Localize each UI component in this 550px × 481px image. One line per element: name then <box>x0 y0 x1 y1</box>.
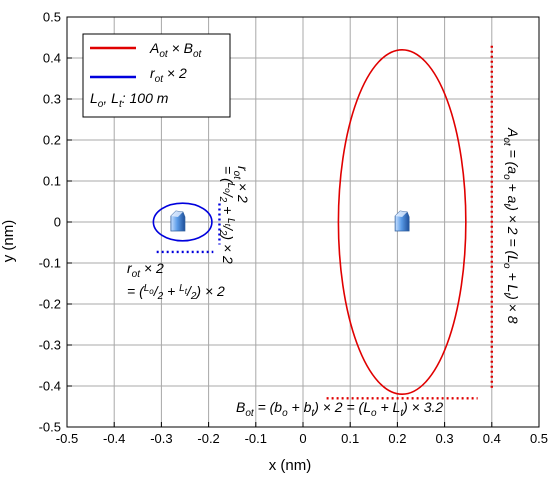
y-tick-label: 0 <box>54 215 61 230</box>
y-tick-label: 0.3 <box>43 92 61 107</box>
x-tick-label: 0.4 <box>483 431 501 446</box>
y-tick-label: -0.2 <box>39 297 61 312</box>
x-tick-label: 0 <box>299 431 306 446</box>
ellipse-A-B <box>337 49 467 395</box>
plot-shapes <box>152 45 493 400</box>
annotation-B-bottom: Bot = (bo + bt) × 2 = (Lo + Lt) × 3.2 <box>236 399 443 419</box>
x-tick-label: 0.2 <box>388 431 406 446</box>
legend: Aot × Bot rot × 2 Lo, Lt: 100 m <box>82 33 231 118</box>
y-tick-label: -0.1 <box>39 256 61 271</box>
y-tick-label: 0.1 <box>43 174 61 189</box>
target-marker-left <box>170 210 186 232</box>
y-tick-label: -0.4 <box>39 379 61 394</box>
x-tick-label: 0.5 <box>530 431 548 446</box>
x-tick-label: -0.2 <box>197 431 219 446</box>
axis-ticks <box>66 16 540 428</box>
x-tick-label: -0.1 <box>245 431 267 446</box>
y-tick-label: 0.5 <box>43 10 61 25</box>
y-tick-label: -0.3 <box>39 338 61 353</box>
marker-top <box>395 211 408 217</box>
y-tick-label: 0.4 <box>43 51 61 66</box>
annotation-r-bottom-2: = (Lo/2 + Lt/2) × 2 <box>127 283 225 302</box>
x-tick-label: -0.4 <box>103 431 125 446</box>
x-tick-label: 0.1 <box>341 431 359 446</box>
annotation-A-vertical: Aot = (ao + at) × 2 = (Lo + Lt) × 8 <box>501 127 521 324</box>
y-tick-label: 0.2 <box>43 133 61 148</box>
legend-label-L: Lo, Lt: 100 m <box>90 90 169 110</box>
marker-top <box>170 211 183 217</box>
tick-labels: -0.5 -0.4 -0.3 -0.2 -0.1 0 0.1 0.2 0.3 0.4 0.5 0.5 0… <box>39 10 548 447</box>
x-tick-label: 0.3 <box>436 431 454 446</box>
x-tick-label: -0.3 <box>150 431 172 446</box>
plot-markers <box>170 210 410 232</box>
x-tick-label: -0.5 <box>56 431 78 446</box>
target-marker-right <box>394 210 410 232</box>
ellipse-r <box>152 202 213 242</box>
y-axis-title: y (nm) <box>0 220 17 263</box>
x-axis-title: x (nm) <box>269 457 312 474</box>
y-tick-label: -0.5 <box>39 420 61 435</box>
